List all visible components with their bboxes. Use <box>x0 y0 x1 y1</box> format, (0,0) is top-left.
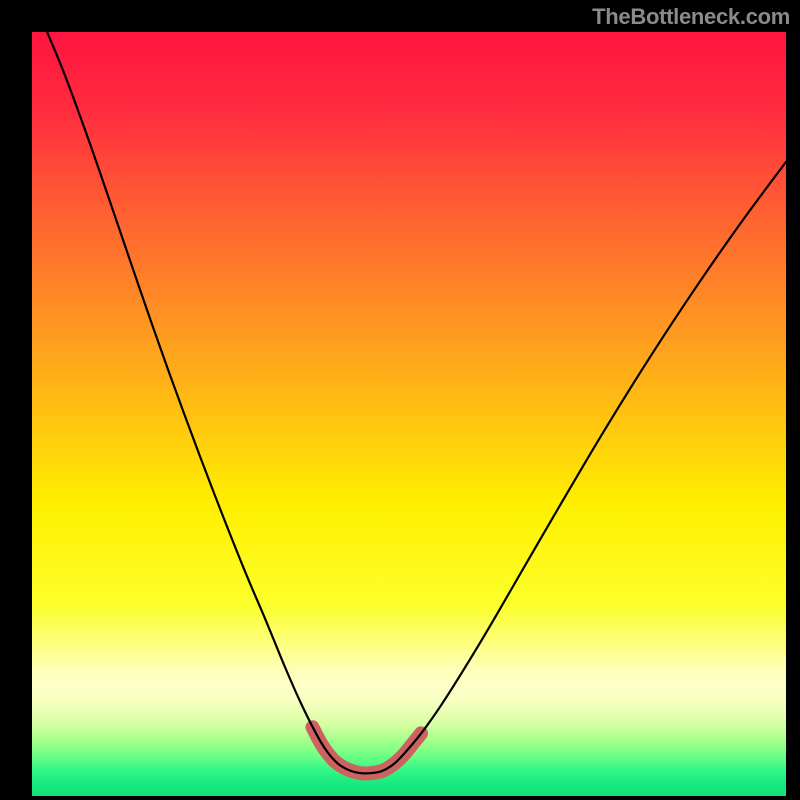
plot-background <box>32 32 786 796</box>
chart-container: TheBottleneck.com <box>0 0 800 800</box>
watermark-text: TheBottleneck.com <box>592 4 790 30</box>
bottleneck-chart <box>0 0 800 800</box>
